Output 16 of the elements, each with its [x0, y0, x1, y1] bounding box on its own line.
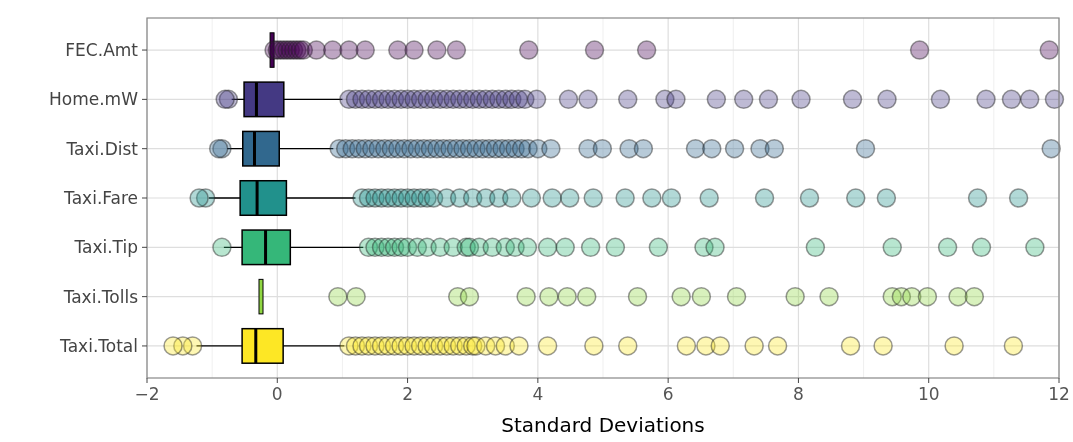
- y-tick-label: Taxi.Tolls: [62, 286, 139, 307]
- y-tick-label: Home.mW: [49, 89, 139, 110]
- y-tick-label: Taxi.Tip: [73, 237, 138, 258]
- x-tick-label: 12: [1048, 384, 1070, 404]
- x-tick-label: 2: [402, 384, 413, 404]
- x-tick-label: −2: [134, 384, 160, 404]
- x-tick-label: 6: [662, 384, 674, 404]
- x-tick-label: 10: [917, 384, 940, 404]
- y-tick-label: Taxi.Dist: [65, 138, 139, 159]
- x-tick-label: 8: [793, 384, 804, 404]
- y-tick-label: Taxi.Fare: [63, 188, 138, 208]
- y-tick-label: FEC.Amt: [65, 40, 139, 61]
- x-tick-label: 4: [532, 384, 544, 404]
- y-tick-label: Taxi.Total: [59, 335, 138, 356]
- x-axis-title: Standard Deviations: [501, 413, 705, 437]
- x-tick-label: 0: [271, 384, 283, 404]
